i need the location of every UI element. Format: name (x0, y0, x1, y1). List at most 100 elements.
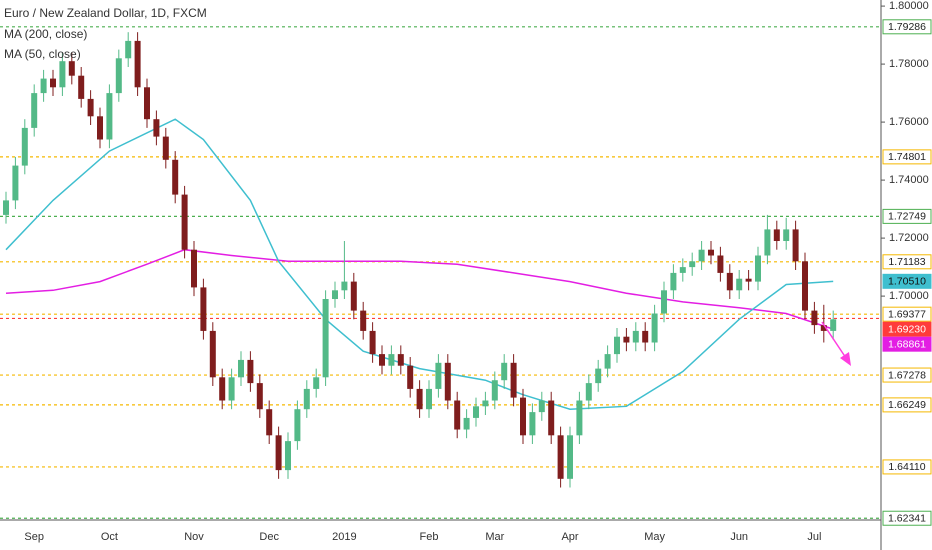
chart-title: Euro / New Zealand Dollar, 1D, FXCM (4, 6, 207, 20)
candle-body (604, 354, 611, 369)
moving-average-line (5, 248, 834, 330)
arrow-head (840, 352, 851, 366)
candle-body (341, 281, 348, 291)
candle-body (642, 330, 649, 343)
x-tick-label: Mar (485, 531, 504, 543)
candle-body (21, 127, 28, 166)
candle-body (482, 400, 489, 407)
candle-body (285, 441, 291, 471)
y-tick-label: 1.72000 (889, 232, 929, 244)
legend-entry: MA (50, close) (4, 47, 81, 61)
candle-body (773, 229, 780, 242)
candle-body (181, 194, 188, 250)
candle-body (266, 409, 273, 436)
x-tick-label: 2019 (332, 531, 356, 543)
price-tags: 1.79286 1.74801 1.72749 1.71183 1.70510 1.693… (882, 19, 932, 526)
x-tick-label: Jul (807, 531, 821, 543)
price-tag-label: 1.66249 (888, 399, 926, 411)
x-tick-label: Jun (730, 531, 748, 543)
candle-body (783, 229, 790, 242)
candle-body (426, 388, 432, 410)
y-tick-label: 1.70000 (889, 290, 929, 302)
candle-body (548, 400, 555, 436)
candle-body (661, 290, 667, 314)
candle-body (679, 267, 686, 273)
price-tag (882, 273, 932, 289)
candle-body (576, 400, 583, 436)
price-tag-label: 1.69377 (888, 308, 926, 320)
candle-body (820, 325, 827, 331)
candle-body (726, 272, 733, 291)
candle-body (670, 272, 677, 291)
candle-body (567, 435, 573, 479)
y-tick-label: 1.78000 (889, 58, 929, 70)
x-tick-label: May (644, 531, 665, 543)
x-tick-label: Dec (259, 531, 279, 543)
candle-body (209, 330, 216, 378)
candle-body (397, 354, 404, 366)
candle-body (379, 354, 385, 366)
candle-body (303, 388, 310, 410)
x-tick-label: Oct (101, 531, 118, 543)
price-tag-label: 1.62341 (888, 513, 926, 525)
candle-body (623, 336, 630, 343)
candle-body (454, 400, 461, 430)
price-tag (882, 397, 932, 413)
candle-body (31, 93, 38, 128)
candle-body (698, 249, 705, 262)
candle-body (614, 336, 620, 355)
candle-body (444, 362, 451, 401)
candle-body (369, 330, 376, 355)
candle-body (520, 397, 526, 436)
candle-body (172, 159, 179, 195)
levels (0, 26, 880, 519)
candle-body (78, 75, 85, 99)
arrow-shaft (821, 321, 847, 359)
candle-body (360, 310, 367, 331)
y-tick-label: 1.80000 (889, 0, 929, 12)
price-tag (882, 208, 932, 224)
candle-body (115, 58, 122, 94)
price-tag-label: 1.70510 (888, 276, 926, 288)
candle-body (12, 165, 19, 201)
candle-body (97, 116, 103, 140)
y-tick-label: 1.74000 (889, 174, 929, 186)
candle-body (144, 87, 150, 120)
price-tag-label: 1.67278 (888, 369, 926, 381)
x-tick-label: Sep (24, 531, 44, 543)
candle-body (463, 417, 470, 430)
candle-body (689, 261, 696, 268)
candle-body (717, 255, 724, 273)
candle-body (191, 249, 197, 288)
candle-body (529, 412, 536, 436)
price-tag (882, 254, 932, 270)
candle-body (87, 98, 94, 117)
candle-body (134, 40, 141, 88)
candle-body (473, 406, 479, 418)
candle-body (755, 255, 761, 282)
candle-body (416, 388, 423, 410)
x-tick-label: Apr (561, 531, 578, 543)
candle-body (350, 281, 357, 311)
candles (3, 32, 837, 488)
candle-body (510, 362, 517, 398)
candle-body (59, 61, 66, 88)
price-tag-label: 1.69230 (888, 323, 926, 335)
forecast-arrow (821, 321, 851, 366)
axes: 1.80000 1.78000 1.76000 1.74000 1.72000 1.700… (24, 0, 928, 543)
candle-body (736, 278, 743, 291)
candle-body (802, 261, 808, 311)
price-tag-label: 1.74801 (888, 151, 926, 163)
candle-body (651, 313, 658, 343)
price-tag-label: 1.79286 (888, 21, 926, 33)
x-tick-label: Feb (420, 531, 439, 543)
candle-body (811, 310, 818, 326)
price-tag (882, 336, 932, 352)
price-tag (882, 19, 932, 35)
candle-body (3, 200, 9, 215)
candle-body (708, 249, 714, 256)
candle-body (745, 278, 752, 282)
candle-body (557, 435, 564, 479)
candle-body (632, 330, 639, 343)
